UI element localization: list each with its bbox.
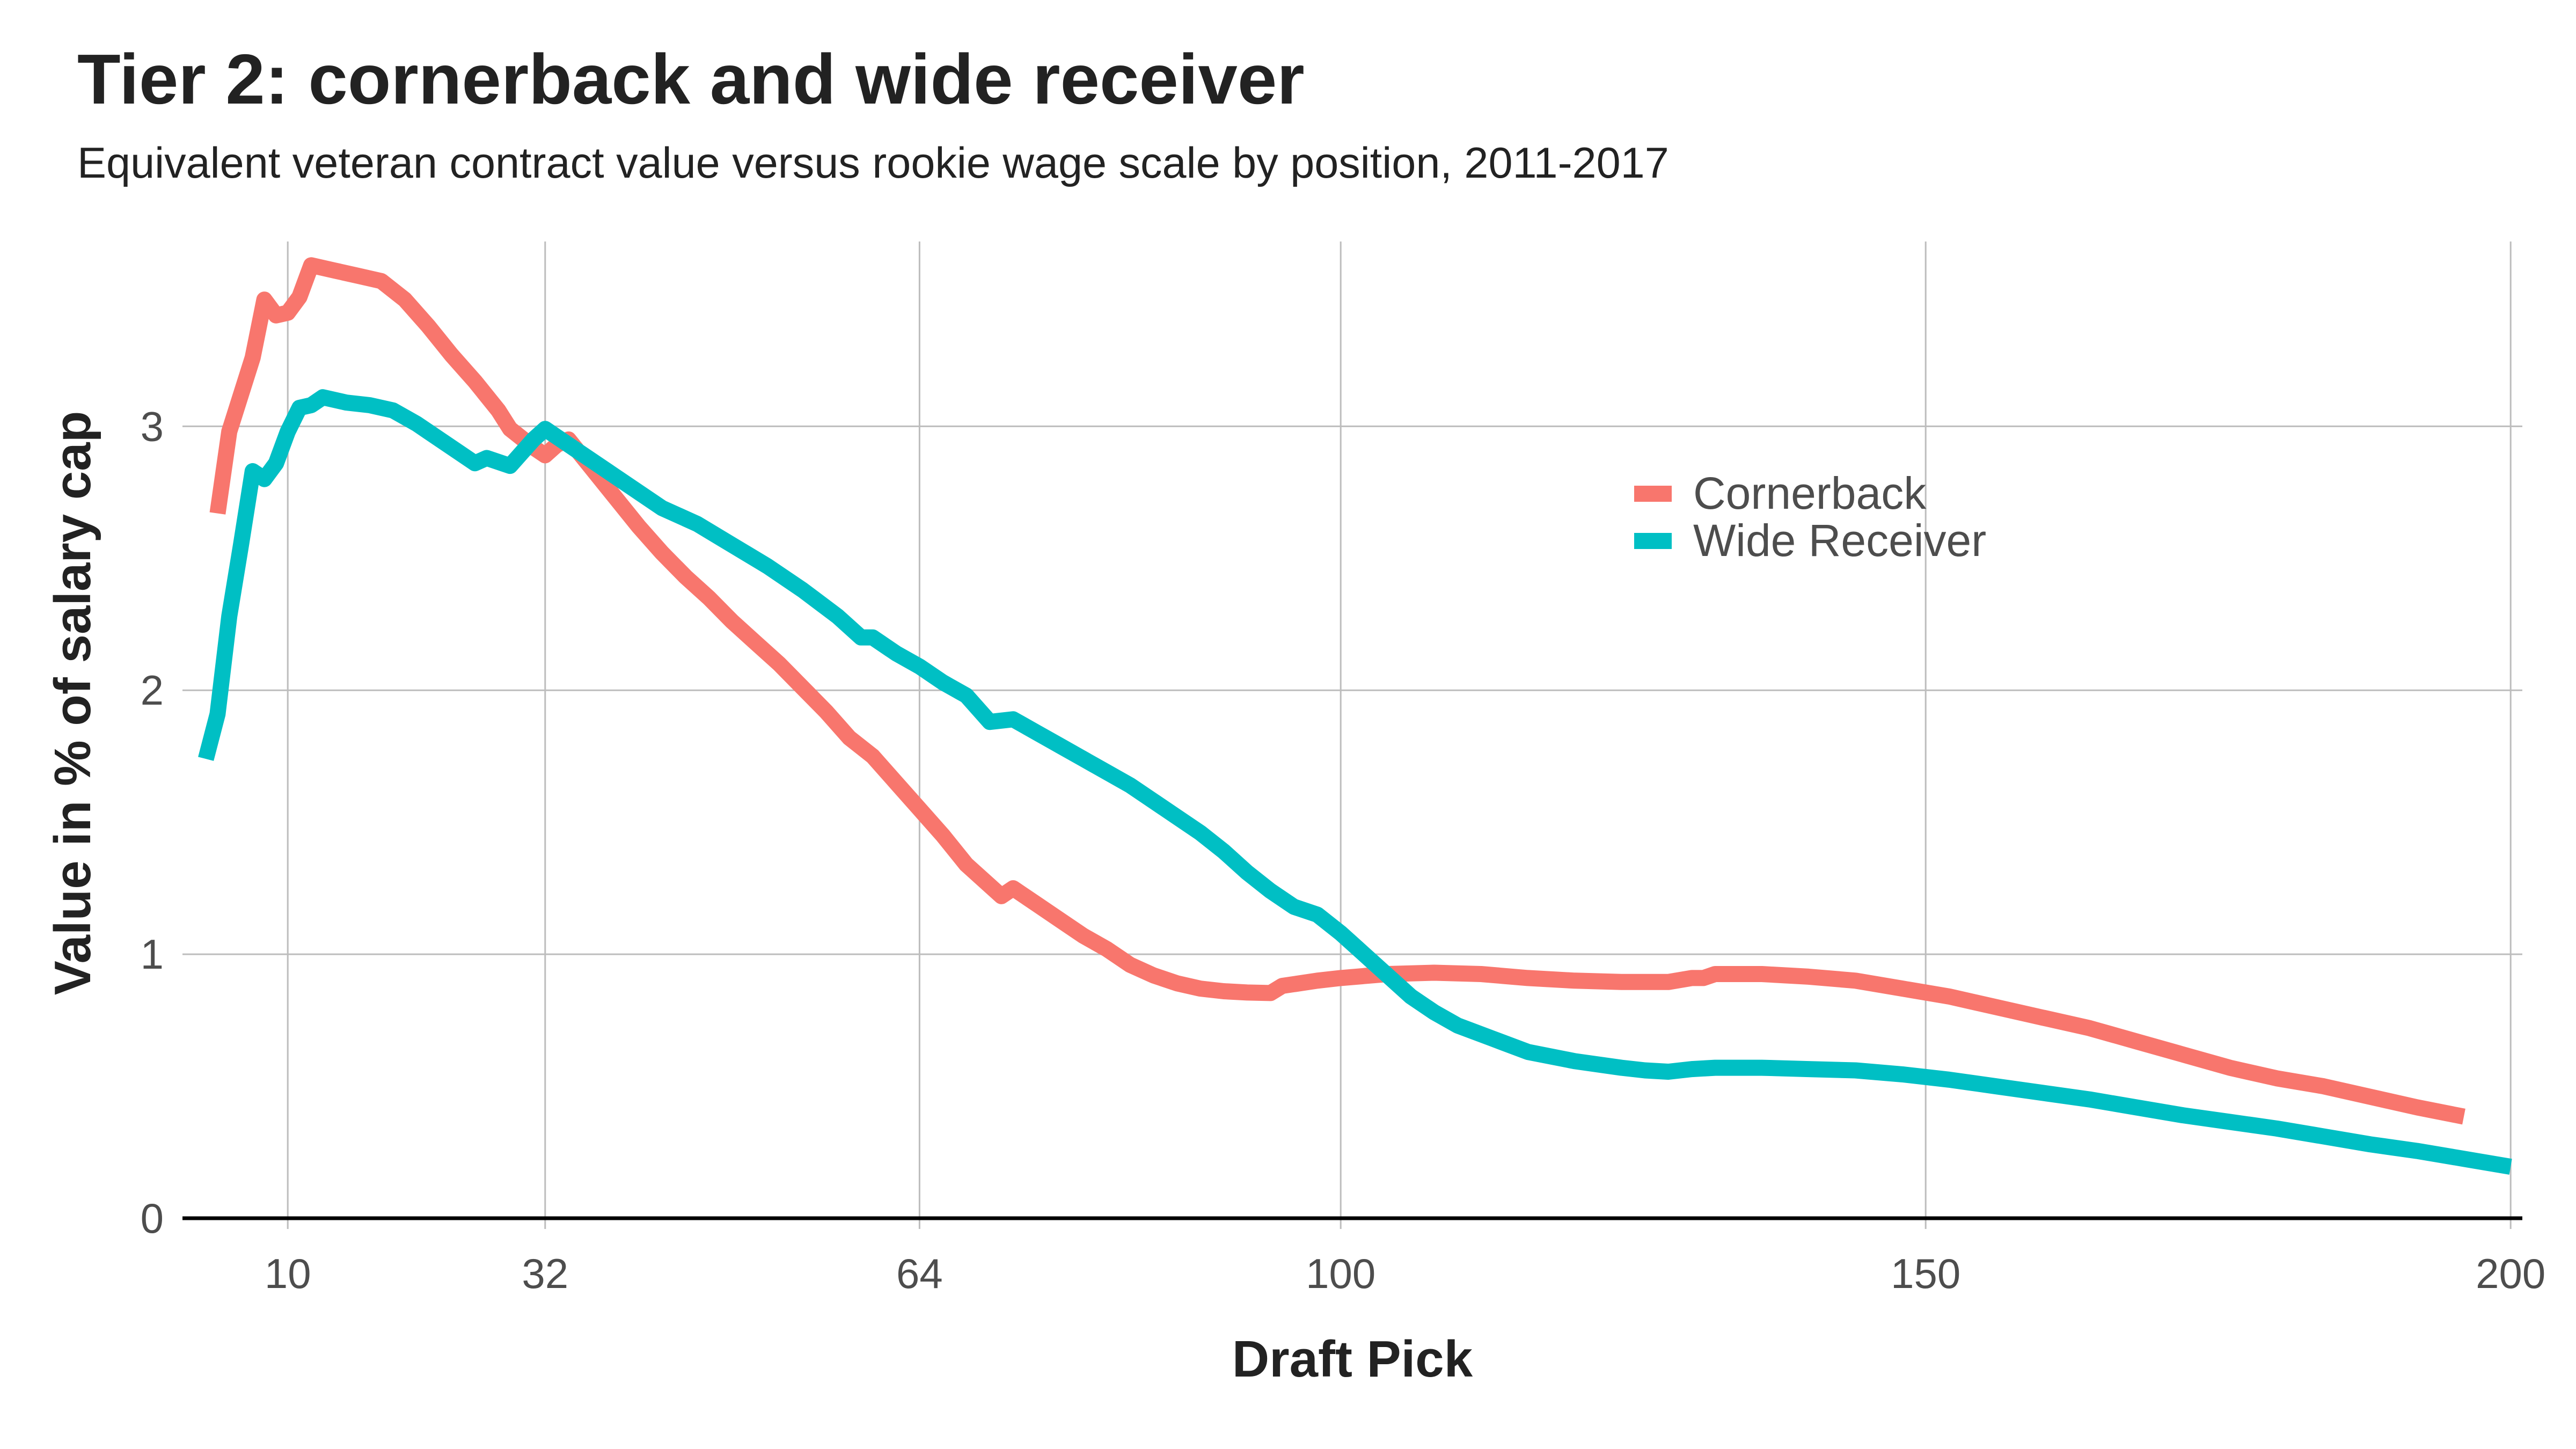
series-line-wide-receiver xyxy=(198,389,2512,1175)
x-tick-label: 100 xyxy=(1306,1250,1375,1297)
x-tick-label: 64 xyxy=(896,1250,943,1297)
x-tick-label: 200 xyxy=(2476,1250,2545,1297)
x-tick-label: 10 xyxy=(265,1250,311,1297)
legend-label: Wide Receiver xyxy=(1693,515,1986,566)
grid-lines xyxy=(182,241,2522,1229)
chart-subtitle: Equivalent veteran contract value versus… xyxy=(77,139,1669,187)
series-line-cornerback xyxy=(209,257,2465,1125)
y-tick-label: 3 xyxy=(141,402,164,450)
y-axis-title: Value in % of salary cap xyxy=(44,411,101,995)
x-axis-title: Draft Pick xyxy=(1232,1330,1473,1388)
y-tick-label: 1 xyxy=(141,931,164,978)
chart-title: Tier 2: cornerback and wide receiver xyxy=(77,40,1305,119)
series-lines xyxy=(198,257,2512,1175)
x-tick-label: 32 xyxy=(522,1250,568,1297)
tick-labels: 10 32 64 100 150 200 0 1 2 3 xyxy=(141,402,2546,1297)
y-tick-label: 2 xyxy=(141,667,164,714)
y-tick-label: 0 xyxy=(141,1195,164,1242)
x-tick-label: 150 xyxy=(1891,1250,1960,1297)
legend-label: Cornerback xyxy=(1693,468,1927,518)
